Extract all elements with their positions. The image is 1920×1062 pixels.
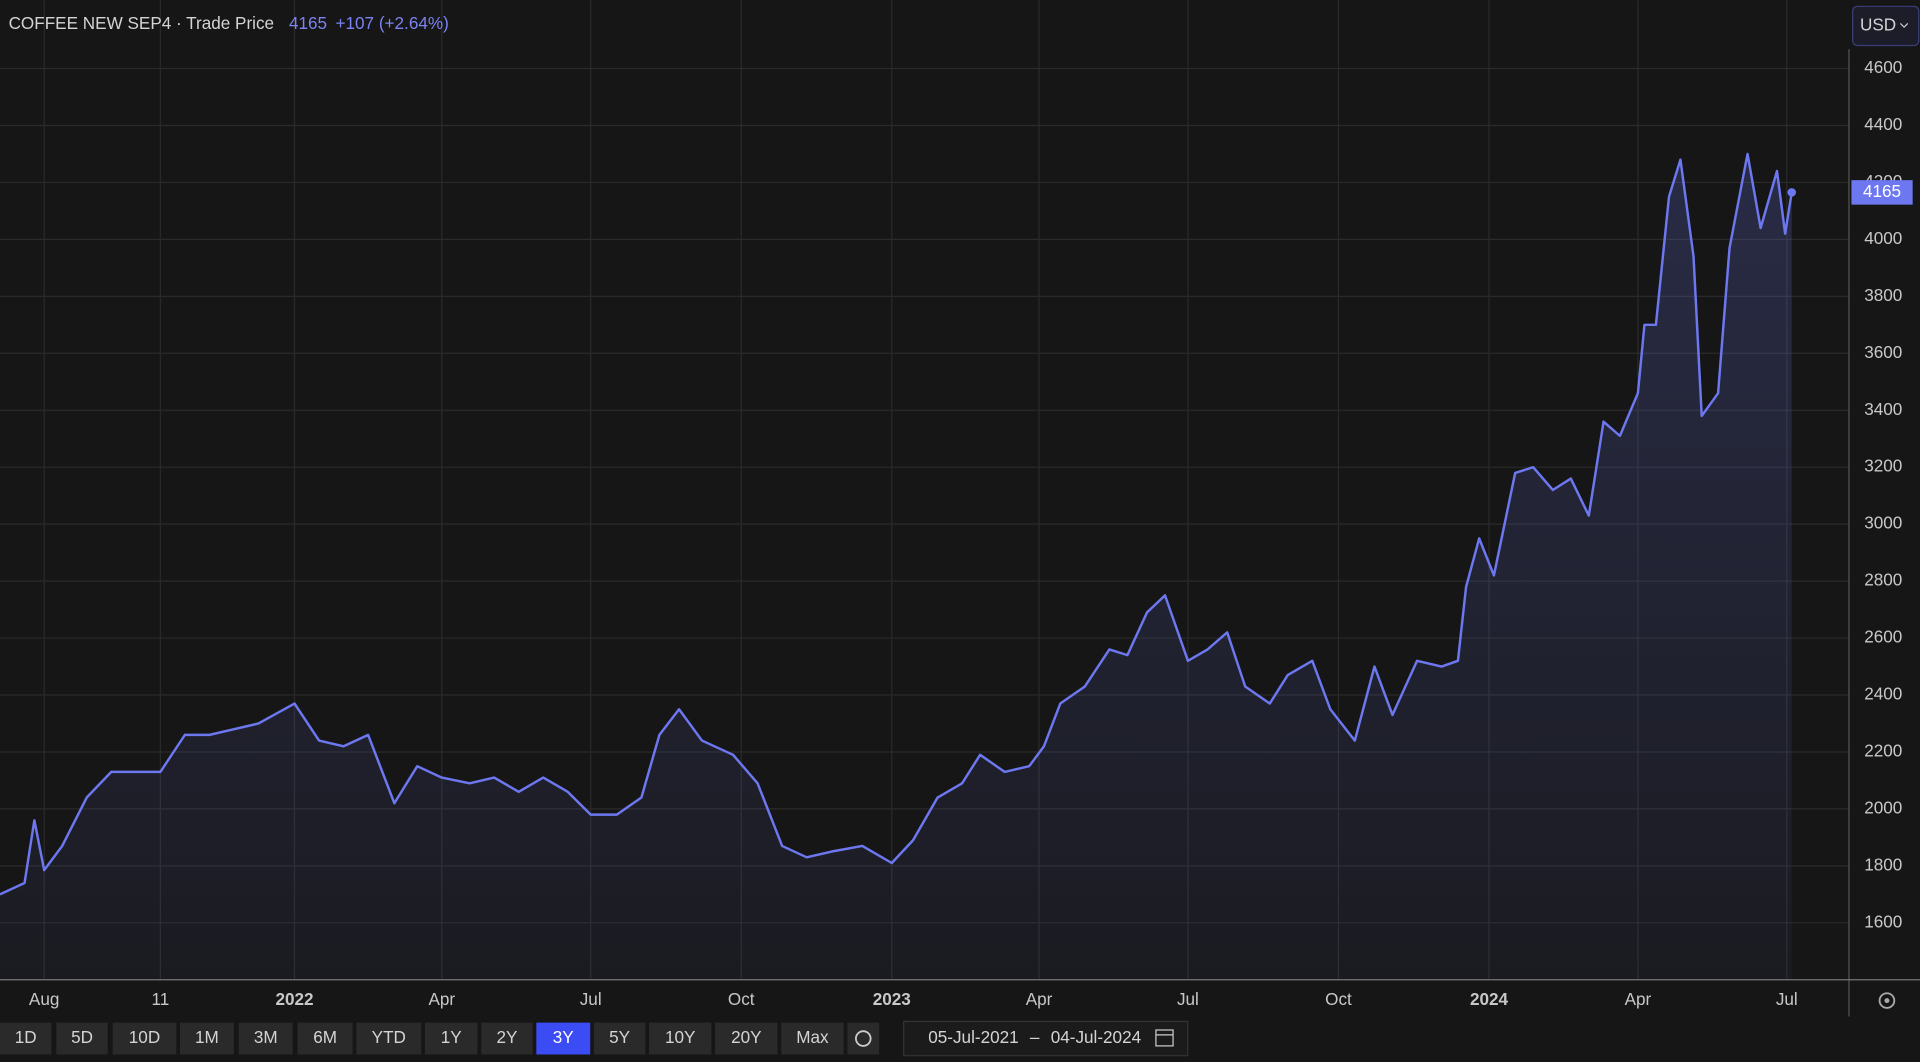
settings-icon [855, 1030, 872, 1047]
chart-title: COFFEE NEW SEP4 · Trade Price [9, 13, 274, 33]
y-tick-label: 3600 [1864, 342, 1902, 362]
range-button-label[interactable]: 10D [129, 1027, 160, 1047]
y-tick-label: 2600 [1864, 627, 1902, 647]
range-button-label[interactable]: 3Y [553, 1027, 575, 1047]
x-tick-label: Jul [580, 989, 602, 1009]
range-button-label[interactable]: 10Y [665, 1027, 696, 1047]
currency-caret [1899, 23, 1909, 28]
calendar-icon[interactable] [1155, 1029, 1174, 1047]
x-tick-label: 2023 [873, 989, 911, 1009]
date-to[interactable]: 04-Jul-2024 [1051, 1027, 1142, 1047]
range-button-label[interactable]: 1D [15, 1027, 37, 1047]
range-button[interactable] [648, 1022, 712, 1055]
x-tick-label: Apr [1625, 989, 1652, 1009]
x-tick-label: 2024 [1470, 989, 1509, 1009]
range-button[interactable] [56, 1022, 108, 1055]
y-tick-label: 3400 [1864, 399, 1902, 419]
date-range-box[interactable] [903, 1020, 1189, 1057]
range-button[interactable] [593, 1022, 646, 1055]
range-button[interactable] [424, 1022, 478, 1055]
x-tick-label: Oct [728, 989, 755, 1009]
range-button-label[interactable]: 5Y [609, 1027, 631, 1047]
x-tick-label: Oct [1325, 989, 1352, 1009]
y-tick-label: 2400 [1864, 684, 1902, 704]
price-change: +107 (+2.64%) [336, 13, 449, 33]
range-button[interactable] [481, 1022, 533, 1055]
range-button-label[interactable]: 2Y [496, 1027, 518, 1047]
range-button[interactable] [297, 1022, 353, 1055]
range-button[interactable] [536, 1022, 591, 1055]
date-separator: – [1030, 1027, 1040, 1047]
x-tick-label: 11 [151, 989, 169, 1009]
range-button[interactable] [781, 1022, 844, 1055]
axis-settings-dot [1884, 998, 1890, 1004]
range-button[interactable] [112, 1022, 177, 1055]
range-button-label[interactable]: Max [796, 1027, 829, 1047]
settings-button[interactable] [847, 1022, 880, 1055]
range-button-label[interactable]: YTD [372, 1027, 406, 1047]
range-button-label[interactable]: 3M [254, 1027, 278, 1047]
x-tick-label: Apr [1026, 989, 1053, 1009]
y-tick-label: 2200 [1864, 740, 1902, 760]
y-tick-label: 2000 [1864, 797, 1902, 817]
range-button[interactable] [715, 1022, 778, 1055]
area [0, 153, 1792, 980]
y-tick-label: 2800 [1864, 570, 1902, 590]
y-tick-label: 4000 [1864, 228, 1902, 248]
range-button[interactable] [0, 1022, 52, 1055]
y-tick-label: 4600 [1864, 57, 1902, 77]
y-tick-label: 3000 [1864, 513, 1902, 533]
y-tick-label: 1600 [1864, 911, 1902, 931]
axis-settings-icon[interactable] [1878, 992, 1896, 1009]
x-tick-label: Jul [1177, 989, 1199, 1009]
last-point [1787, 188, 1796, 197]
price-line [0, 152, 1793, 896]
y-tick-label: 4400 [1864, 114, 1902, 134]
x-tick-label: Jul [1776, 989, 1798, 1009]
x-tick-label: Aug [29, 989, 59, 1009]
range-button[interactable] [356, 1022, 422, 1055]
range-button-label[interactable]: 1Y [441, 1027, 463, 1047]
range-button-label[interactable]: 5D [71, 1027, 93, 1047]
currency-label[interactable]: USD [1860, 14, 1896, 34]
x-tick-label: 2022 [275, 989, 313, 1009]
last-price: 4165 [289, 13, 327, 33]
range-button[interactable] [238, 1022, 293, 1055]
date-from[interactable]: 05-Jul-2021 [928, 1027, 1018, 1047]
y-tick-label: 1800 [1864, 854, 1902, 874]
x-tick-label: Apr [428, 989, 455, 1009]
range-button-label[interactable]: 6M [313, 1027, 337, 1047]
range-button-label[interactable]: 1M [195, 1027, 219, 1047]
range-button[interactable] [180, 1022, 234, 1055]
currency-button[interactable] [1852, 5, 1920, 47]
y-tick-label: 3800 [1864, 285, 1902, 305]
price-tag-label: 4165 [1863, 181, 1901, 201]
price-tag [1851, 180, 1913, 205]
range-button-label[interactable]: 20Y [731, 1027, 762, 1047]
y-tick-label: 3200 [1864, 456, 1902, 476]
